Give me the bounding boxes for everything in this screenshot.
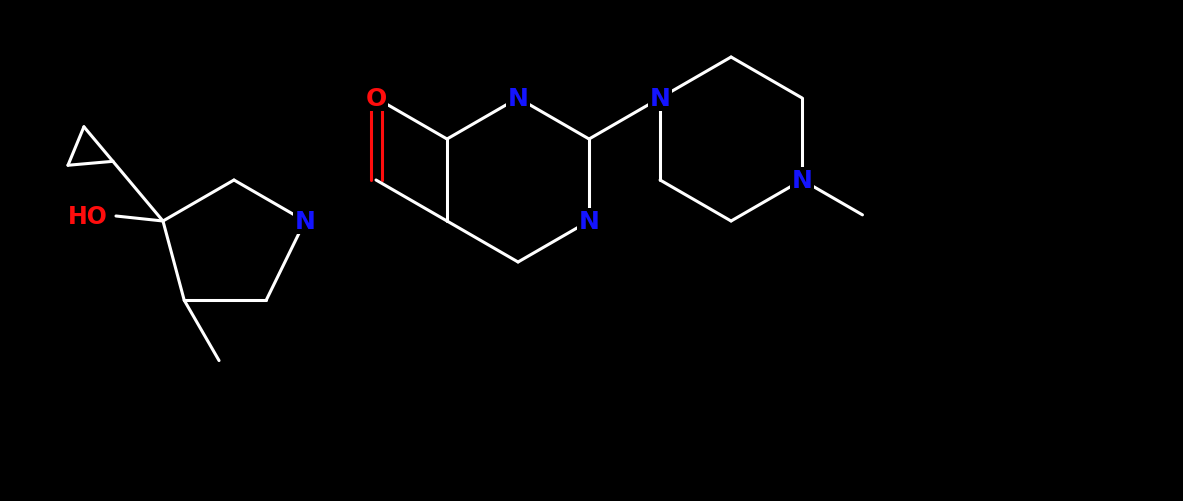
Text: N: N — [578, 209, 600, 233]
Text: N: N — [649, 87, 671, 111]
Text: N: N — [791, 169, 813, 192]
Text: N: N — [508, 87, 529, 111]
Text: HO: HO — [69, 204, 108, 228]
Text: O: O — [366, 87, 387, 111]
Text: N: N — [295, 209, 316, 233]
